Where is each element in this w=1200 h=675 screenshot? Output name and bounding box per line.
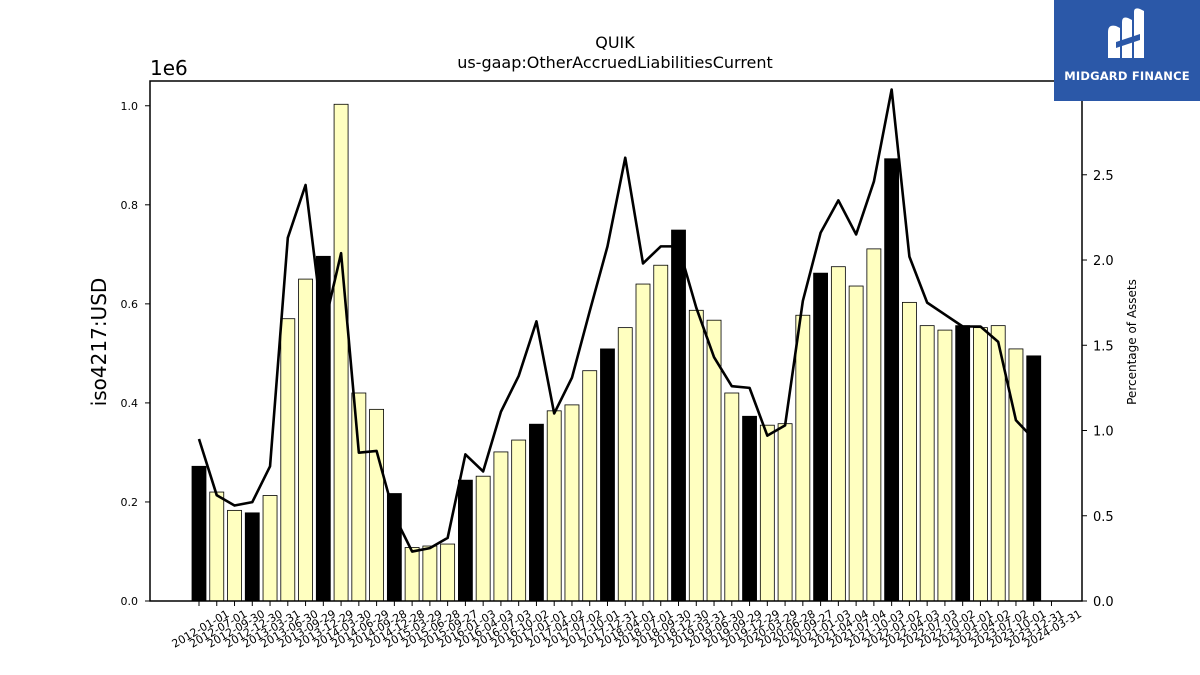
y2-tick-label: 0.0 — [1093, 595, 1114, 610]
bar — [422, 545, 438, 602]
y-offset-text: 1e6 — [150, 56, 188, 80]
y2-tick-label: 1.0 — [1093, 425, 1114, 440]
bar — [564, 404, 580, 602]
y2-tick-label: 0.5 — [1093, 510, 1114, 525]
bar — [653, 264, 669, 602]
y-tick-label: 0.6 — [121, 298, 139, 311]
bar — [635, 283, 651, 602]
bar — [848, 285, 864, 602]
bar — [884, 158, 900, 602]
bar — [830, 266, 846, 602]
bar — [813, 272, 828, 602]
bar — [262, 495, 278, 602]
midgard-finance-logo: MIDGARD FINANCE — [1054, 0, 1200, 101]
bar — [493, 451, 509, 602]
bar — [1008, 348, 1024, 602]
y-axis-label: iso4217:USD — [87, 278, 111, 407]
y-tick-label: 0.0 — [121, 595, 139, 608]
bar — [457, 479, 473, 602]
y-tick-label: 0.4 — [121, 397, 139, 410]
pct-assets-series — [197, 88, 1035, 553]
bar — [795, 314, 811, 602]
bar — [937, 329, 953, 602]
bar — [280, 318, 296, 602]
y2-axis-label: Percentage of Assets — [1125, 279, 1139, 405]
bar — [298, 278, 313, 602]
logo-text: MIDGARD FINANCE — [1064, 69, 1190, 83]
axes — [149, 80, 1083, 602]
bar — [919, 325, 935, 602]
y2-tick-label: 2.5 — [1093, 169, 1114, 184]
bar — [955, 325, 971, 602]
chart-title: QUIK — [595, 33, 635, 52]
bar — [866, 248, 882, 602]
bar-series — [191, 103, 1042, 602]
bar — [209, 491, 225, 602]
midgard-logo-icon — [1108, 8, 1144, 59]
bar — [227, 509, 242, 602]
plot-frame — [149, 80, 1083, 602]
bar — [191, 465, 207, 602]
bar — [369, 408, 385, 602]
bar — [902, 301, 917, 602]
bar — [333, 103, 349, 602]
bar — [529, 423, 544, 602]
y-tick-label: 1.0 — [121, 100, 139, 113]
bar — [475, 475, 491, 602]
bar — [617, 327, 633, 602]
y2-ticks: 0.0 0.5 1.0 1.5 2.0 2.5 — [1082, 169, 1114, 610]
bar — [511, 439, 527, 602]
y-tick-label: 0.2 — [121, 496, 139, 509]
y2-tick-label: 1.5 — [1093, 339, 1114, 354]
bar — [671, 229, 686, 602]
bar — [742, 415, 757, 602]
chart-subtitle: us-gaap:OtherAccruedLiabilitiesCurrent — [457, 53, 773, 72]
bar — [244, 512, 260, 602]
bar — [404, 547, 420, 602]
bar — [582, 370, 598, 602]
bar — [973, 327, 988, 602]
bar — [1026, 355, 1042, 602]
bar — [440, 543, 456, 602]
bar — [546, 410, 562, 602]
y2-tick-label: 2.0 — [1093, 254, 1114, 269]
bar — [759, 424, 775, 602]
pct-assets-line — [197, 88, 1035, 553]
bar — [688, 309, 704, 602]
bar — [386, 493, 402, 602]
bar — [351, 392, 367, 602]
x-ticks: 2012-01-012012-07-012012-09-302012-12-30… — [170, 601, 1084, 651]
bar — [724, 392, 740, 602]
y-tick-label: 0.8 — [121, 199, 139, 212]
bar — [600, 348, 615, 602]
bar — [777, 423, 793, 602]
y-ticks: 0.0 0.2 0.4 0.6 0.8 1.0 — [121, 100, 150, 608]
bar — [706, 319, 722, 602]
